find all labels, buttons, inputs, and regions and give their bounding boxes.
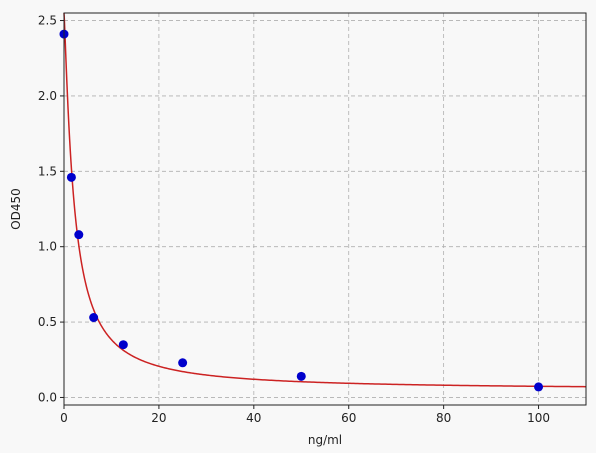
y-tick-label: 2.5 bbox=[38, 14, 57, 28]
x-axis-label: ng/ml bbox=[308, 433, 342, 447]
plot-frame bbox=[63, 12, 587, 406]
plot-area bbox=[64, 13, 586, 405]
x-tick-label: 60 bbox=[341, 411, 356, 425]
y-tick-label: 0.5 bbox=[38, 315, 57, 329]
y-tick-label: 0.0 bbox=[38, 390, 57, 404]
x-ticks: 0 20 40 60 80 100 bbox=[60, 405, 550, 425]
data-point bbox=[296, 371, 306, 381]
x-tick-label: 40 bbox=[246, 411, 261, 425]
data-point bbox=[534, 382, 544, 392]
grid bbox=[64, 13, 586, 405]
x-tick-label: 0 bbox=[60, 411, 68, 425]
data-point bbox=[178, 358, 188, 368]
data-point bbox=[118, 340, 128, 350]
x-tick-label: 100 bbox=[527, 411, 550, 425]
y-tick-label: 1.0 bbox=[38, 240, 57, 254]
data-point bbox=[89, 313, 99, 323]
x-tick-label: 20 bbox=[151, 411, 166, 425]
fit-curve bbox=[63, 12, 587, 388]
y-tick-label: 1.5 bbox=[38, 164, 57, 178]
y-tick-label: 2.0 bbox=[38, 89, 57, 103]
data-points-layer bbox=[59, 29, 544, 392]
x-tick-label: 80 bbox=[436, 411, 451, 425]
y-ticks: 0.0 0.5 1.0 1.5 2.0 2.5 bbox=[38, 14, 64, 404]
y-axis-label: OD450 bbox=[9, 188, 23, 230]
data-point bbox=[66, 172, 76, 182]
fit-curve-layer bbox=[63, 12, 587, 388]
data-point bbox=[74, 230, 84, 240]
